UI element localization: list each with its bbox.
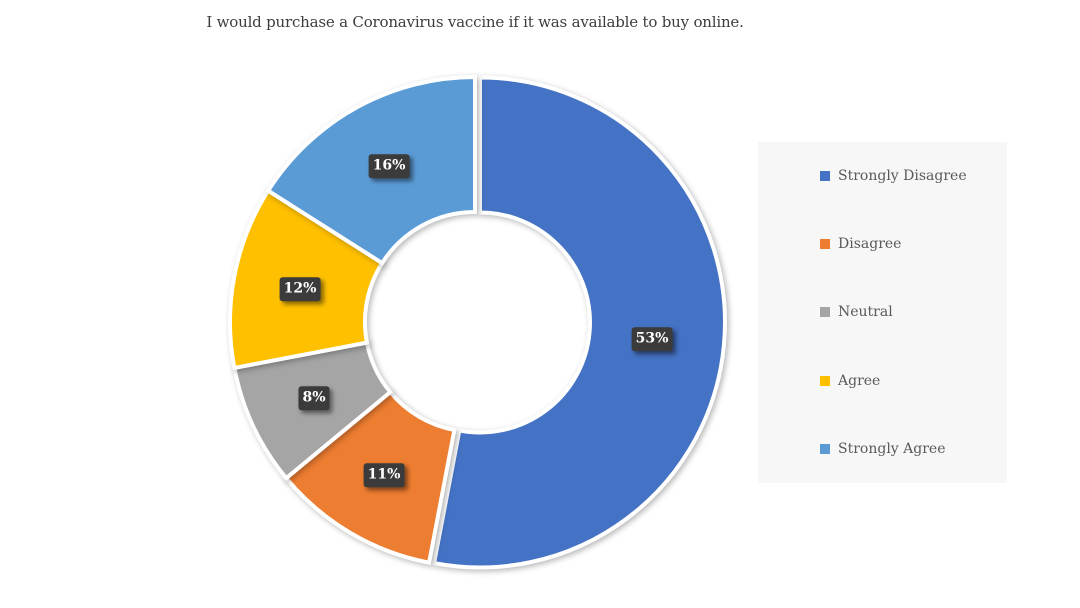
slice-strongly-disagree (431, 75, 727, 570)
legend-label: Disagree (838, 236, 902, 253)
legend-marker-agree (820, 375, 830, 386)
chart-title: I would purchase a Coronavirus vaccine i… (206, 13, 744, 31)
legend-marker-disagree (820, 239, 830, 250)
legend-label: Agree (838, 372, 881, 389)
legend-label: Strongly Agree (838, 440, 946, 457)
legend-item-strongly-disagree: Strongly Disagree (820, 168, 1007, 184)
chart-legend: Strongly Disagree Disagree Neutral Agree Str… (758, 142, 1007, 483)
legend-label: Strongly Disagree (838, 168, 967, 185)
legend-marker-strongly-agree (820, 443, 830, 454)
legend-item-neutral: Neutral (820, 304, 1007, 320)
legend-label: Neutral (838, 304, 893, 321)
legend-marker-strongly-disagree (820, 171, 830, 182)
legend-item-disagree: Disagree (820, 236, 1007, 252)
legend-marker-neutral (820, 307, 830, 318)
legend-item-strongly-agree: Strongly Agree (820, 441, 1007, 457)
legend-item-agree: Agree (820, 373, 1007, 389)
